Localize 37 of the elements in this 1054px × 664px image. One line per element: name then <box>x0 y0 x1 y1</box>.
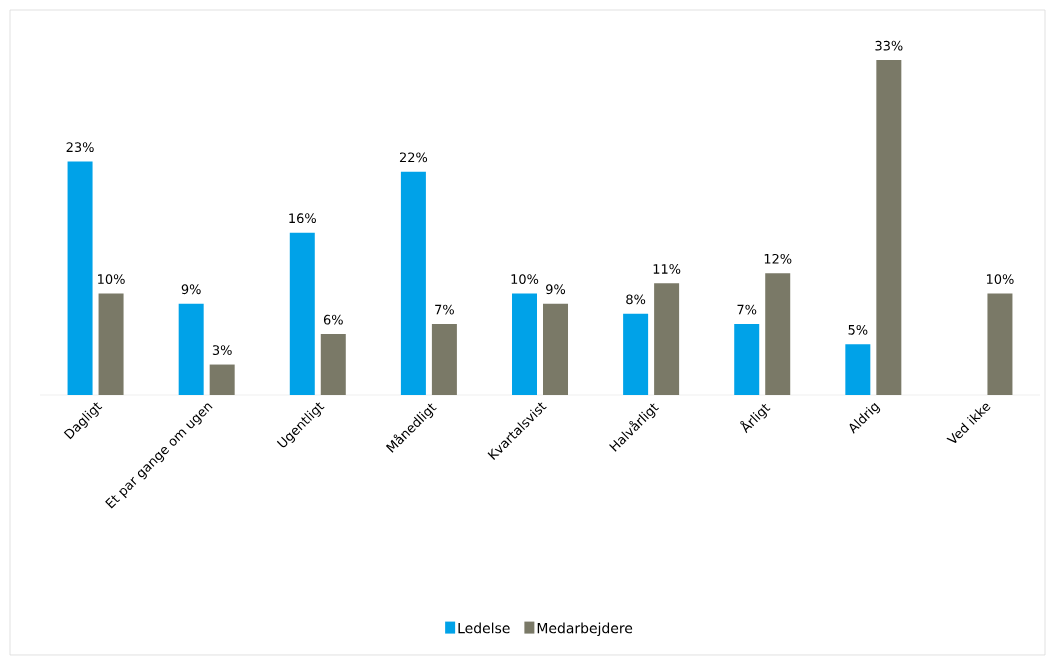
bar <box>512 293 537 395</box>
bar <box>209 364 235 395</box>
bar <box>845 344 871 395</box>
data-label: 7% <box>737 304 757 315</box>
data-label: 12% <box>764 253 792 264</box>
data-label: 7% <box>435 304 454 315</box>
data-label: 8% <box>626 294 646 305</box>
data-label: 10% <box>511 274 539 284</box>
legend-label: Medarbejdere <box>537 622 633 637</box>
bar <box>98 293 124 395</box>
x-tick-label: Ved ikke <box>946 403 991 443</box>
data-label: 5% <box>848 324 868 335</box>
bar <box>654 283 680 395</box>
data-label: 11% <box>653 264 681 274</box>
bar <box>623 313 649 395</box>
data-label: 16% <box>289 213 316 224</box>
bar <box>876 60 902 395</box>
bar <box>178 303 204 395</box>
bar <box>289 232 315 395</box>
bar <box>543 303 568 395</box>
bar <box>67 161 93 395</box>
bar <box>320 334 346 395</box>
bar <box>431 323 457 395</box>
bar <box>765 273 791 395</box>
bar <box>400 171 426 395</box>
data-label: 22% <box>399 152 428 163</box>
data-label: 9% <box>181 284 201 295</box>
data-label: 6% <box>323 314 343 325</box>
data-label: 3% <box>212 345 232 356</box>
legend-label: Ledelse <box>458 622 510 634</box>
data-label: 10% <box>986 274 1014 284</box>
bar <box>987 293 1013 395</box>
data-label: 10% <box>98 274 125 284</box>
bar <box>734 323 760 395</box>
data-label: 33% <box>875 40 903 51</box>
data-label: 9% <box>546 284 566 295</box>
data-label: 23% <box>66 142 94 153</box>
